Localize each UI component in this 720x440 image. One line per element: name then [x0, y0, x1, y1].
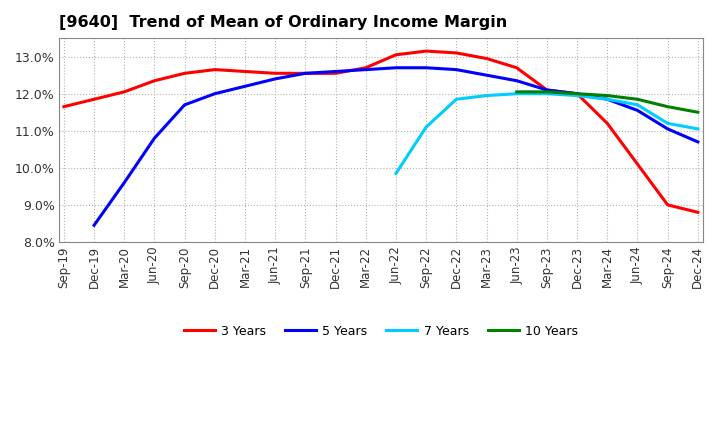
Line: 5 Years: 5 Years: [94, 68, 698, 225]
3 Years: [392, 52, 400, 58]
5 Years: [180, 102, 189, 107]
3 Years: [482, 56, 491, 61]
3 Years: [603, 121, 611, 126]
5 Years: [482, 73, 491, 78]
Line: 10 Years: 10 Years: [517, 92, 698, 112]
10 Years: [513, 89, 521, 95]
10 Years: [663, 104, 672, 109]
10 Years: [543, 89, 552, 95]
5 Years: [331, 69, 340, 74]
Line: 7 Years: 7 Years: [396, 94, 698, 173]
7 Years: [392, 171, 400, 176]
5 Years: [513, 78, 521, 83]
5 Years: [422, 65, 431, 70]
3 Years: [331, 71, 340, 76]
7 Years: [482, 93, 491, 98]
5 Years: [663, 126, 672, 132]
Legend: 3 Years, 5 Years, 7 Years, 10 Years: 3 Years, 5 Years, 7 Years, 10 Years: [179, 319, 583, 343]
7 Years: [513, 91, 521, 96]
3 Years: [271, 71, 279, 76]
5 Years: [240, 84, 249, 89]
7 Years: [422, 125, 431, 130]
5 Years: [301, 71, 310, 76]
3 Years: [693, 210, 702, 215]
5 Years: [392, 65, 400, 70]
3 Years: [301, 71, 310, 76]
5 Years: [271, 76, 279, 81]
10 Years: [693, 110, 702, 115]
5 Years: [90, 223, 99, 228]
3 Years: [180, 71, 189, 76]
3 Years: [120, 89, 129, 95]
3 Years: [150, 78, 159, 83]
7 Years: [543, 91, 552, 96]
3 Years: [543, 88, 552, 93]
3 Years: [60, 104, 68, 109]
5 Years: [573, 91, 582, 96]
3 Years: [513, 65, 521, 70]
10 Years: [603, 93, 611, 98]
3 Years: [663, 202, 672, 208]
5 Years: [633, 108, 642, 113]
5 Years: [210, 91, 219, 96]
5 Years: [150, 136, 159, 141]
10 Years: [633, 97, 642, 102]
7 Years: [693, 126, 702, 132]
5 Years: [120, 180, 129, 185]
5 Years: [693, 139, 702, 144]
7 Years: [663, 121, 672, 126]
3 Years: [422, 48, 431, 54]
Text: [9640]  Trend of Mean of Ordinary Income Margin: [9640] Trend of Mean of Ordinary Income …: [59, 15, 508, 30]
3 Years: [452, 50, 461, 55]
3 Years: [361, 65, 370, 70]
5 Years: [603, 97, 611, 102]
5 Years: [361, 67, 370, 72]
Line: 3 Years: 3 Years: [64, 51, 698, 213]
5 Years: [543, 88, 552, 93]
7 Years: [573, 93, 582, 98]
3 Years: [633, 161, 642, 167]
3 Years: [210, 67, 219, 72]
7 Years: [603, 97, 611, 102]
3 Years: [90, 97, 99, 102]
10 Years: [573, 91, 582, 96]
7 Years: [452, 97, 461, 102]
7 Years: [633, 102, 642, 107]
3 Years: [573, 91, 582, 96]
3 Years: [240, 69, 249, 74]
5 Years: [452, 67, 461, 72]
